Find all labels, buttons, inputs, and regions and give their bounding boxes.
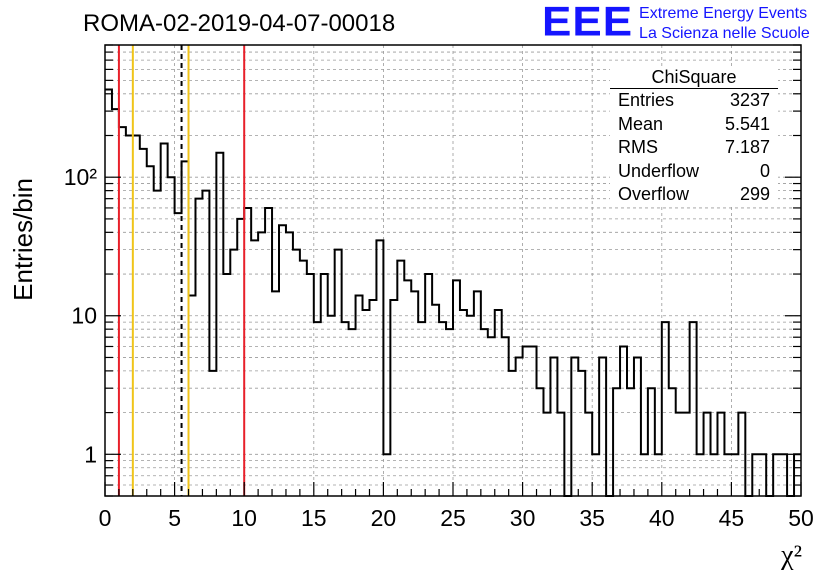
x-axis-label: χ² [780,540,802,571]
x-tick-label: 35 [579,505,605,531]
stats-value: 3237 [729,90,770,110]
stats-value: 5.541 [724,113,770,134]
x-tick-label: 45 [719,505,745,531]
x-tick-label: 25 [440,505,466,531]
eee-logo: EEE Extreme Energy Events La Scienza nel… [542,0,810,45]
stats-box: ChiSquare Entries 3237 Mean 5.541 RMS 7.… [610,66,778,207]
stats-label: Underflow [618,160,700,181]
chart-title: ROMA-02-2019-04-07-00018 [83,10,396,37]
stats-value: 299 [739,184,770,204]
marker-lines [117,45,246,496]
stats-label: Entries [618,90,675,110]
y-axis: 1 10 10² [64,44,801,497]
stats-row-mean: Mean 5.541 [610,113,778,137]
stats-value: 0 [759,160,770,181]
logo-line-2: La Scienza nelle Scuole [639,25,810,42]
stats-row-rms: RMS 7.187 [610,136,778,160]
y-axis-label: Entries/bin [8,178,38,301]
x-tick-label: 40 [649,505,675,531]
logo-line-1: Extreme Energy Events [639,5,808,22]
y-tick-label: 10² [64,164,98,190]
stats-row-entries: Entries 3237 [610,89,778,113]
y-tick-label: 10 [71,303,97,329]
stats-label: RMS [618,137,658,157]
logo-text: Extreme Energy Events La Scienza nelle S… [639,4,810,44]
y-tick-label: 1 [84,441,97,467]
x-tick-label: 30 [510,505,536,531]
x-axis: 0 5 10 15 20 25 30 35 40 45 50 [99,482,814,531]
x-tick-label: 20 [371,505,397,531]
x-tick-label: 10 [231,505,257,531]
stats-title: ChiSquare [610,66,778,89]
x-tick-label: 50 [788,505,814,531]
x-tick-label: 15 [301,505,327,531]
stats-label: Mean [618,113,664,134]
grid-lines [105,45,801,496]
histogram-line [105,88,801,497]
stats-value: 7.187 [724,137,770,157]
histogram-series [105,88,801,497]
stats-row-underflow: Underflow 0 [610,160,778,184]
x-tick-label: 0 [99,505,112,531]
x-tick-label: 5 [168,505,181,531]
logo-mark: EEE [542,0,634,45]
stats-label: Overflow [618,184,690,204]
stats-row-overflow: Overflow 299 [610,183,778,207]
